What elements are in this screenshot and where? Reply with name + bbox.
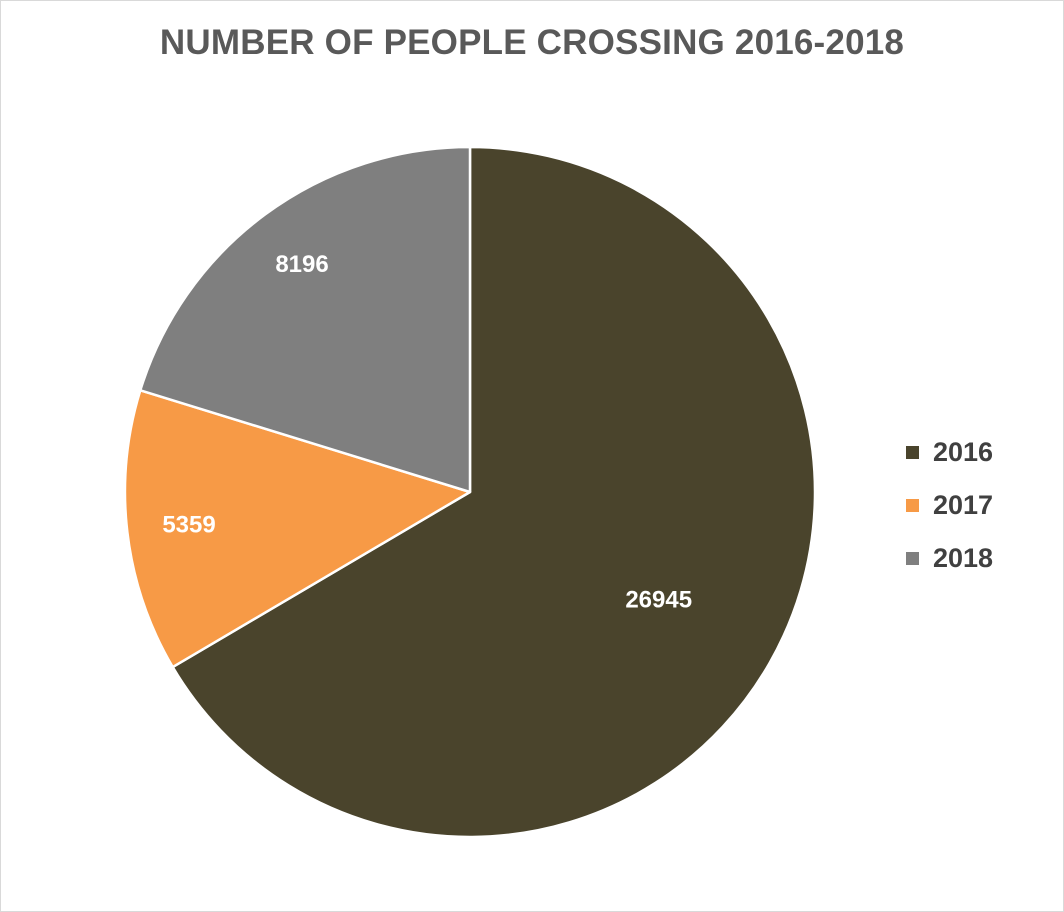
legend-swatch-2016: [906, 446, 919, 459]
legend-label-2018: 2018: [933, 543, 994, 573]
legend-label-2016: 2016: [933, 437, 994, 467]
pie-slice-2016[interactable]: [171, 145, 817, 839]
legend-label-2017: 2017: [933, 490, 994, 520]
legend-swatch-2018: [906, 552, 919, 565]
legend: 2016 2017 2018: [906, 426, 993, 585]
legend-item-2016[interactable]: 2016: [906, 426, 993, 479]
pie-slice-2017[interactable]: [123, 389, 472, 669]
legend-swatch-2017: [906, 499, 919, 512]
legend-item-2018[interactable]: 2018: [906, 532, 993, 585]
data-label-2017: 5359: [162, 511, 215, 538]
legend-item-2017[interactable]: 2017: [906, 479, 993, 532]
pie-slice-2018[interactable]: [139, 145, 472, 494]
data-label-2018: 8196: [275, 251, 328, 278]
data-label-2016: 26945: [625, 586, 692, 613]
data-labels: 26945 5359 8196: [162, 251, 692, 613]
chart-title: NUMBER OF PEOPLE CROSSING 2016-2018: [159, 23, 905, 62]
